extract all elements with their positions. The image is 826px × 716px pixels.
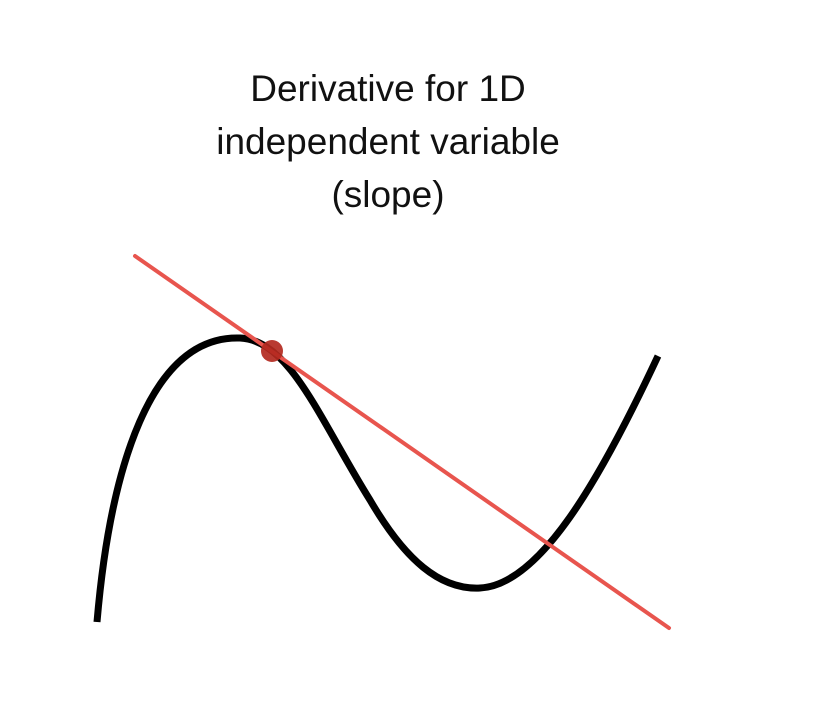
title-line-3: (slope): [331, 174, 445, 215]
title-line-1: Derivative for 1D: [250, 68, 526, 109]
tangent-line: [133, 254, 671, 630]
tangent-point: [261, 340, 283, 362]
function-curve: [93, 334, 662, 623]
diagram-title: Derivative for 1D independent variable (…: [0, 62, 776, 221]
title-line-2: independent variable: [216, 121, 560, 162]
